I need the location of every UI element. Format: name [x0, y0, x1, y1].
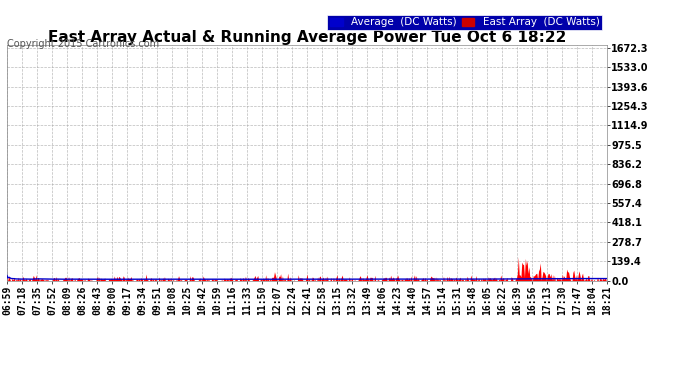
Legend: Average  (DC Watts), East Array  (DC Watts): Average (DC Watts), East Array (DC Watts…: [328, 15, 602, 30]
Title: East Array Actual & Running Average Power Tue Oct 6 18:22: East Array Actual & Running Average Powe…: [48, 30, 566, 45]
Text: Copyright 2015 Cartronics.com: Copyright 2015 Cartronics.com: [7, 39, 159, 50]
